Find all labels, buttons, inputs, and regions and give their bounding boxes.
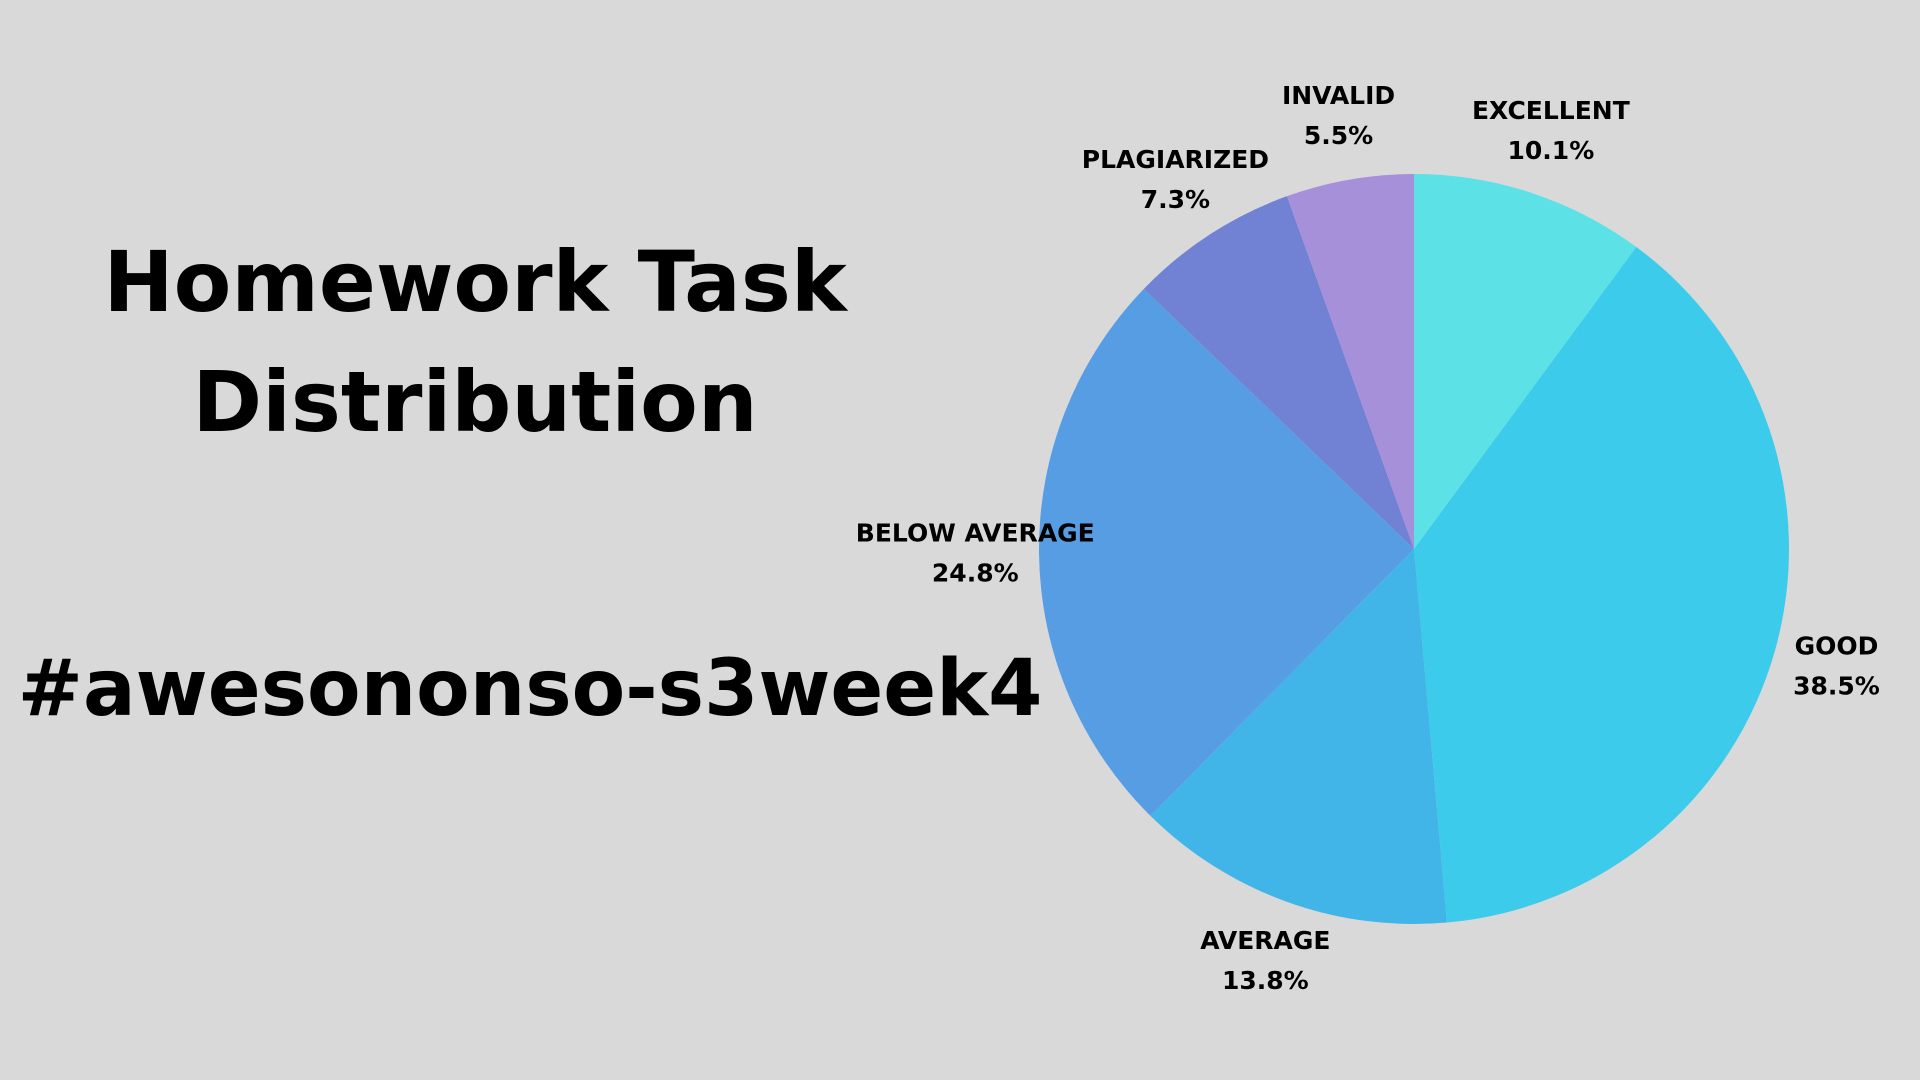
pie-slice — [1039, 288, 1414, 816]
pie-slice — [1143, 196, 1414, 549]
slice-label: BELOW AVERAGE — [856, 519, 1095, 548]
slice-value-label: 38.5% — [1793, 671, 1880, 700]
chart-title: Homework Task Distribution — [103, 233, 847, 451]
pie-slice — [1414, 247, 1789, 923]
pie-slice — [1286, 174, 1414, 549]
slice-value-label: 24.8% — [932, 559, 1019, 588]
slice-label: PLAGIARIZED — [1082, 145, 1269, 174]
slice-label: INVALID — [1282, 81, 1395, 110]
slice-value-label: 7.3% — [1141, 185, 1210, 214]
slice-label: EXCELLENT — [1472, 96, 1630, 125]
slice-label: AVERAGE — [1200, 926, 1330, 955]
slice-value-label: 5.5% — [1304, 121, 1373, 150]
slice-value-label: 13.8% — [1222, 966, 1309, 995]
slice-label: GOOD — [1795, 631, 1879, 660]
pie-slice — [1414, 174, 1637, 549]
slice-value-label: 10.1% — [1508, 136, 1595, 165]
chart-subtitle: #awesononso-s3week4 — [17, 644, 1043, 734]
pie-slice — [1150, 549, 1447, 924]
